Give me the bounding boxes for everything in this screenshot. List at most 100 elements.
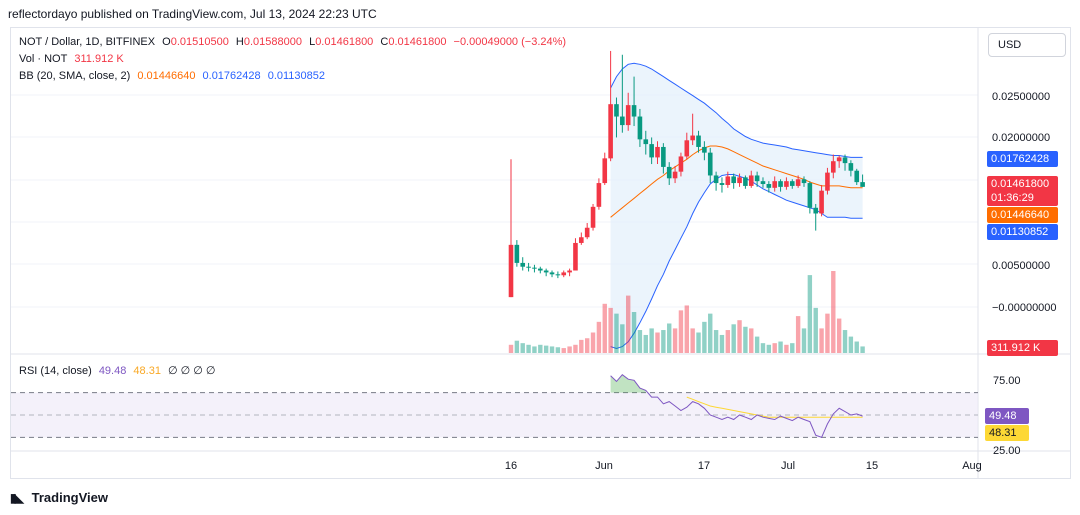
candle-body: [561, 272, 567, 276]
currency-button[interactable]: USD: [988, 33, 1066, 57]
candle-body: [596, 183, 602, 207]
candle-body: [620, 116, 625, 126]
volume-bar: [543, 345, 549, 353]
volume-bar: [801, 328, 807, 353]
candle-body: [532, 267, 537, 269]
volume-bar: [836, 318, 842, 353]
candle-body: [789, 181, 795, 186]
volume-bar: [532, 346, 537, 353]
candle-body: [666, 166, 672, 179]
volume-bar: [719, 334, 725, 353]
candle-body: [602, 158, 608, 184]
price-axis-label: −0.00000000: [992, 302, 1057, 314]
volume-bar: [807, 275, 813, 353]
symbol-legend[interactable]: NOT / Dollar, 1D, BITFINEX O0.01510500 H…: [19, 36, 570, 48]
volume-bar: [825, 313, 830, 353]
volume-bar: [831, 271, 836, 353]
candle-body: [696, 135, 701, 147]
volume-bar: [602, 303, 607, 353]
last-price-tag: 0.01461800 01:36:29: [987, 176, 1058, 206]
volume-bar: [573, 344, 578, 353]
volume-bar: [690, 328, 695, 353]
time-axis-label: 15: [866, 460, 878, 472]
candle-body: [631, 105, 637, 117]
change-value: −0.00049000 (−3.24%): [453, 36, 567, 48]
volume-bar: [860, 346, 865, 353]
open-value: 0.01510500: [170, 36, 229, 48]
last-price-value: 0.01461800: [991, 178, 1050, 190]
volume-bar: [784, 344, 789, 353]
candle-body: [538, 268, 543, 271]
candle-body: [819, 190, 824, 214]
volume-bar: [655, 332, 660, 353]
candle-body: [543, 270, 549, 273]
rsi-legend[interactable]: RSI (14, close) 49.48 48.31 ∅ ∅ ∅ ∅: [19, 364, 220, 377]
candle-body: [731, 176, 736, 184]
rsi-ma-tag: 48.31: [985, 425, 1029, 441]
candle-body: [567, 270, 572, 273]
rsi-overbought-fill: [610, 374, 646, 393]
candle-body: [614, 104, 619, 117]
candle-body: [707, 152, 713, 176]
rsi-label[interactable]: RSI (14, close): [19, 365, 92, 377]
candle-body: [842, 157, 848, 164]
volume-bar: [848, 336, 854, 353]
candle-body: [526, 266, 531, 268]
tradingview-wordmark: TradingView: [31, 490, 108, 505]
volume-bar: [637, 330, 643, 353]
candle-body: [508, 244, 514, 298]
volume-bar: [819, 328, 824, 353]
volume-bar: [614, 313, 619, 353]
candle-body: [848, 163, 854, 171]
chart-frame: [10, 27, 1071, 479]
symbol-name[interactable]: NOT / Dollar, 1D, BITFINEX: [19, 36, 156, 48]
candle-body: [555, 274, 561, 276]
low-value: 0.01461800: [315, 36, 374, 48]
candle-body: [661, 146, 666, 167]
volume-bar: [790, 343, 795, 353]
candle-body: [737, 177, 742, 184]
volume-bar: [696, 332, 701, 353]
candle-body: [719, 183, 725, 185]
volume-bar: [608, 307, 613, 353]
candle-body: [643, 139, 649, 145]
candle-body: [854, 170, 860, 183]
candle-body: [831, 161, 836, 173]
time-axis-label: 17: [698, 460, 710, 472]
volume-bar: [813, 307, 818, 353]
candle-body: [520, 262, 526, 267]
candle-body: [772, 181, 777, 188]
candle-body: [860, 182, 865, 187]
volume-bar: [579, 339, 584, 353]
rsi-value: 49.48: [98, 365, 127, 377]
volume-legend[interactable]: Vol · NOT 311.912 K: [19, 53, 128, 65]
candle-body: [713, 175, 719, 184]
price-axis-label: 0.02000000: [992, 132, 1050, 144]
volume-bar: [766, 344, 772, 353]
volume-bar: [643, 334, 648, 353]
bb-basis-line: [610, 145, 863, 218]
volume-bar: [631, 312, 637, 353]
volume-bar: [795, 316, 801, 353]
volume-bar: [749, 328, 754, 353]
tradingview-brand[interactable]: ▮◣ TradingView: [10, 490, 108, 505]
rsi-axis-label: 75.00: [993, 375, 1021, 387]
low-label: L: [309, 36, 316, 48]
bb-legend[interactable]: BB (20, SMA, close, 2) 0.01446640 0.0176…: [19, 70, 329, 82]
time-axis-label: Jul: [781, 460, 795, 472]
rsi-tag: 49.48: [985, 408, 1029, 424]
candle-body: [748, 175, 754, 186]
candle-body: [760, 181, 766, 185]
candle-body: [690, 135, 695, 141]
bb-upper-tag: 0.01762428: [987, 151, 1058, 167]
candle-body: [795, 179, 801, 186]
volume-bar: [708, 313, 713, 353]
volume-bar: [520, 343, 525, 353]
volume-label[interactable]: Vol · NOT: [19, 53, 68, 65]
time-axis-label: Aug: [962, 460, 982, 472]
candle-body: [549, 272, 555, 275]
candle-body: [637, 116, 643, 140]
bb-label[interactable]: BB (20, SMA, close, 2): [19, 70, 131, 82]
countdown-value: 01:36:29: [991, 192, 1034, 204]
